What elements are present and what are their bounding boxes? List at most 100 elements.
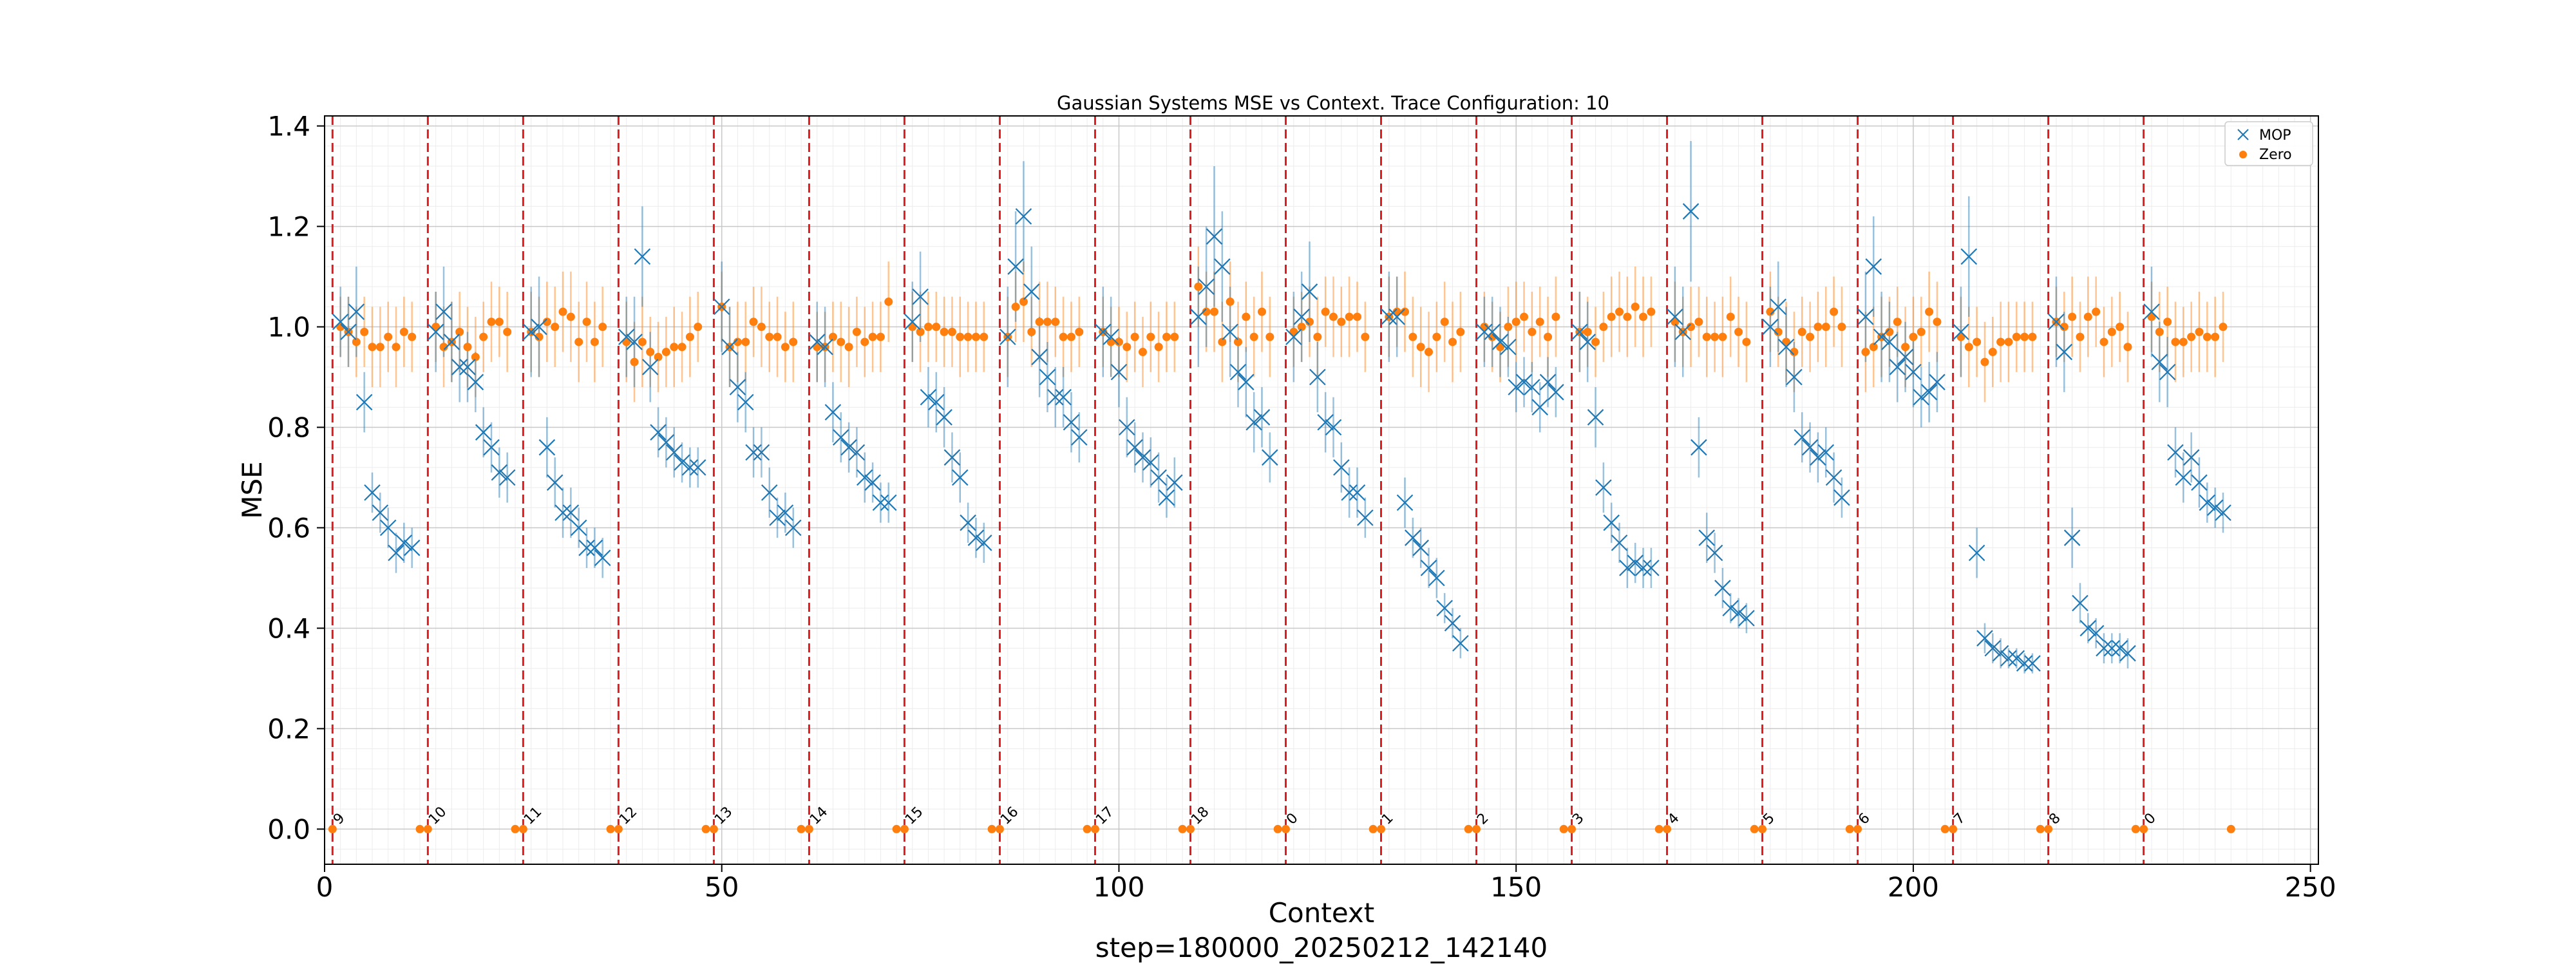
y-tick-label: 1.0 [267,312,310,343]
x-axis-ticks: 0 50 100 150 200 250 [316,864,2336,903]
mop-point [403,539,421,556]
mop-point [2072,594,2088,612]
mop-point-stroke [1953,323,1969,341]
x-tick-label: 250 [2285,871,2336,903]
mop-point [1698,529,1716,546]
mop-point [1142,454,1159,471]
zero-point [1845,824,1854,833]
mop-point [1667,308,1683,325]
mop-point-stroke [2096,639,2112,657]
mop-point-stroke [570,519,587,536]
zero-point [765,332,774,341]
zero-point [1980,357,1989,366]
zero-point [844,343,853,352]
y-tick-label: 0.4 [267,612,310,644]
mop-point-stroke [880,494,897,511]
zero-point [1591,337,1600,346]
mop-point [943,449,961,466]
zero-point [551,323,560,332]
mop-point [1920,384,1938,401]
mop-point [1047,388,1064,406]
mop-point-stroke [562,504,580,521]
mop-point-stroke [1698,529,1716,546]
mop-point [1611,535,1628,551]
zero-point [1988,348,1997,357]
zero-point [1726,312,1735,321]
mop-point-stroke [340,323,357,341]
zero-point [2131,824,2140,833]
mop-point [769,509,786,526]
mop-point-stroke [721,338,738,355]
zero-point [2107,327,2116,336]
mop-point [1388,308,1405,325]
zero-point [614,824,623,833]
mop-point-stroke [840,439,857,456]
mop-point [1810,449,1826,466]
zero-point [1885,327,1894,336]
mop-point [1579,334,1596,350]
mop-point-stroke [856,469,873,486]
zero-point [1456,327,1465,336]
mop-point-stroke [1960,248,1978,265]
mop-point [554,504,571,521]
zero-point [1949,824,1958,833]
mop-point-stroke [2183,449,2200,466]
mop-point-stroke [2103,639,2121,657]
mop-point-stroke [975,535,992,551]
mop-point [1420,560,1437,576]
zero-point [1297,323,1306,332]
mop-point-stroke [594,549,611,567]
mop-point [832,429,849,446]
mop-point [650,424,667,441]
mop-point [1222,323,1238,341]
mop-point [1682,203,1700,220]
zero-point [1806,332,1815,341]
zero-point [1114,337,1123,346]
mop-point [364,484,381,501]
zero-point [375,343,384,352]
mop-point [920,388,937,406]
mop-point [824,404,842,421]
mop-point-stroke [1571,323,1588,341]
zero-point [1830,307,1839,316]
mop-point-stroke [1777,338,1795,355]
mop-point-stroke [745,444,762,461]
mop-point [1071,429,1088,446]
mop-point [1825,469,1842,486]
mop-point-stroke [586,539,603,556]
mop-point [1095,323,1112,341]
zero-point [1178,824,1187,833]
mop-point-stroke [689,459,706,476]
mop-point [1341,484,1358,501]
mop-point-stroke [1238,374,1255,391]
zero-point [1130,332,1139,341]
mop-point-stroke [1126,439,1143,456]
mop-point [2191,474,2208,491]
mop-point [1960,248,1978,265]
mop-point [1055,388,1072,406]
zero-point [2226,824,2235,833]
mop-point-stroke [1976,630,1993,647]
zero-point [1790,348,1799,357]
zero-point [1973,337,1982,346]
zero-point [1702,332,1711,341]
mop-point-stroke [364,484,381,501]
mop-point [999,328,1016,345]
mop-point-stroke [2199,494,2216,511]
mop-point [2096,639,2112,657]
mop-point [1873,328,1890,345]
zero-point [701,824,710,833]
zero-point [1583,327,1592,336]
mop-point-stroke [999,328,1016,345]
mop-point [1992,645,2009,662]
mop-point [634,248,651,265]
mop-point-stroke [1285,328,1302,345]
mop-point-stroke [1817,444,1835,461]
mop-point-stroke [1762,318,1779,336]
mop-point-stroke [2191,474,2208,491]
zero-point [566,312,575,321]
mop-point-stroke [1611,535,1628,551]
zero-point [1321,307,1330,316]
mop-point-stroke [1833,489,1850,506]
mop-point [1325,419,1342,436]
